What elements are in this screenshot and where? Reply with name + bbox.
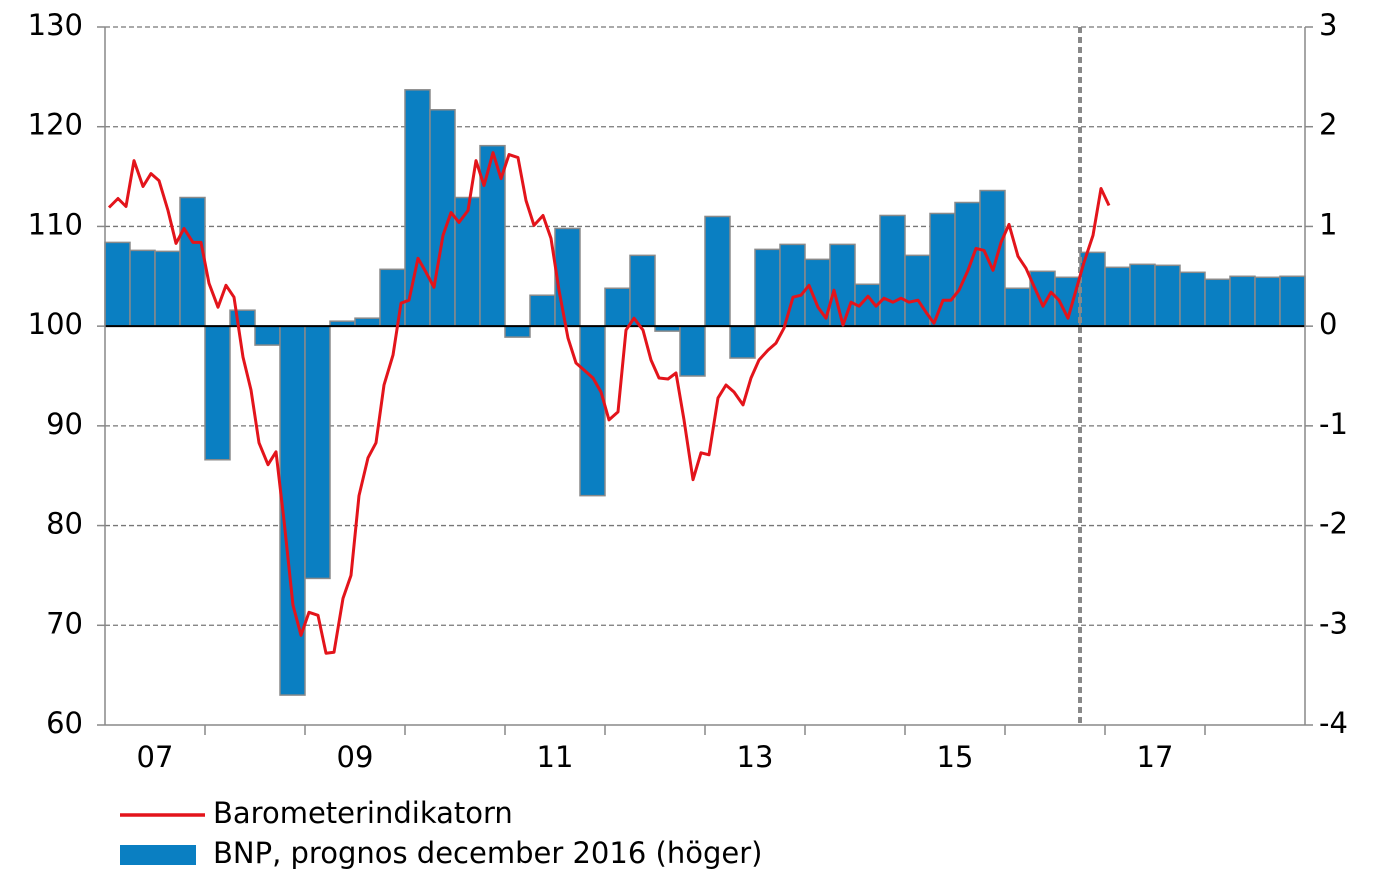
y2-tick-label: 0 — [1319, 307, 1337, 341]
y-tick-label: 70 — [46, 606, 83, 640]
bar — [154, 250, 181, 327]
y2-tick-label: -2 — [1319, 507, 1348, 541]
y2-tick-label: 2 — [1319, 108, 1337, 142]
y-tick-label: 130 — [28, 8, 83, 42]
y2-tick-label: -3 — [1319, 606, 1348, 640]
y-tick-label: 60 — [46, 706, 83, 740]
y2-tick-label: 3 — [1319, 8, 1337, 42]
bar — [579, 325, 606, 497]
bar — [1179, 271, 1206, 327]
bar — [1154, 264, 1181, 327]
bar — [504, 325, 531, 338]
line — [107, 151, 1111, 655]
legend-label: BNP, prognos december 2016 (höger) — [213, 836, 762, 870]
bar — [604, 287, 631, 327]
bar — [1104, 266, 1131, 327]
bar — [829, 243, 856, 327]
bar — [1254, 276, 1281, 327]
x-tick-label: 11 — [537, 740, 574, 774]
bar — [554, 227, 581, 327]
bar — [954, 201, 981, 327]
bar — [104, 241, 131, 327]
x-tick-label: 15 — [937, 740, 974, 774]
bar — [229, 309, 256, 327]
bar — [379, 268, 406, 327]
bar — [1129, 263, 1156, 327]
bar — [304, 325, 331, 580]
bar — [979, 189, 1006, 327]
bar — [479, 144, 506, 327]
bar — [179, 196, 206, 327]
bar — [904, 254, 931, 327]
bar — [704, 215, 731, 327]
bar — [929, 212, 956, 327]
bar — [354, 317, 381, 327]
y-tick-label: 120 — [28, 108, 83, 142]
y-tick-label: 90 — [46, 407, 83, 441]
x-tick-label: 13 — [737, 740, 774, 774]
bar — [404, 89, 431, 327]
x-tick-label: 17 — [1137, 740, 1174, 774]
x-tick-label: 09 — [337, 740, 374, 774]
bar — [454, 196, 481, 327]
x-tick-label: 07 — [137, 740, 174, 774]
bar — [779, 243, 806, 327]
bar — [1004, 287, 1031, 327]
legend-label: Barometerindikatorn — [213, 796, 513, 830]
bar — [254, 325, 281, 346]
y2-tick-label: 1 — [1319, 207, 1337, 241]
bar — [1204, 278, 1231, 327]
bar — [204, 325, 231, 461]
y2-tick-label: -1 — [1319, 407, 1348, 441]
bar — [679, 325, 706, 377]
bar — [429, 109, 456, 327]
bar — [129, 249, 156, 327]
bar — [879, 214, 906, 327]
bar — [629, 254, 656, 327]
bar — [1279, 275, 1306, 327]
legend-swatch — [120, 845, 196, 865]
y-tick-label: 110 — [28, 207, 83, 241]
bar — [1229, 275, 1256, 327]
bar — [529, 294, 556, 327]
bar — [1029, 270, 1056, 327]
y2-tick-label: -4 — [1319, 706, 1348, 740]
bar — [729, 325, 756, 359]
y-tick-label: 80 — [46, 507, 83, 541]
y-tick-label: 100 — [28, 307, 83, 341]
bar — [754, 248, 781, 327]
